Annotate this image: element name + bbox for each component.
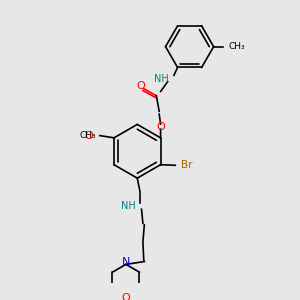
Text: O: O [136, 81, 145, 91]
Text: O: O [156, 122, 165, 132]
Text: O: O [122, 293, 130, 300]
Text: NH: NH [121, 201, 136, 212]
Text: N: N [122, 257, 130, 267]
Text: Br: Br [181, 160, 192, 170]
Text: CH₃: CH₃ [79, 131, 96, 140]
Text: O: O [84, 130, 93, 141]
Text: CH₃: CH₃ [228, 42, 245, 51]
Text: NH: NH [154, 74, 169, 84]
